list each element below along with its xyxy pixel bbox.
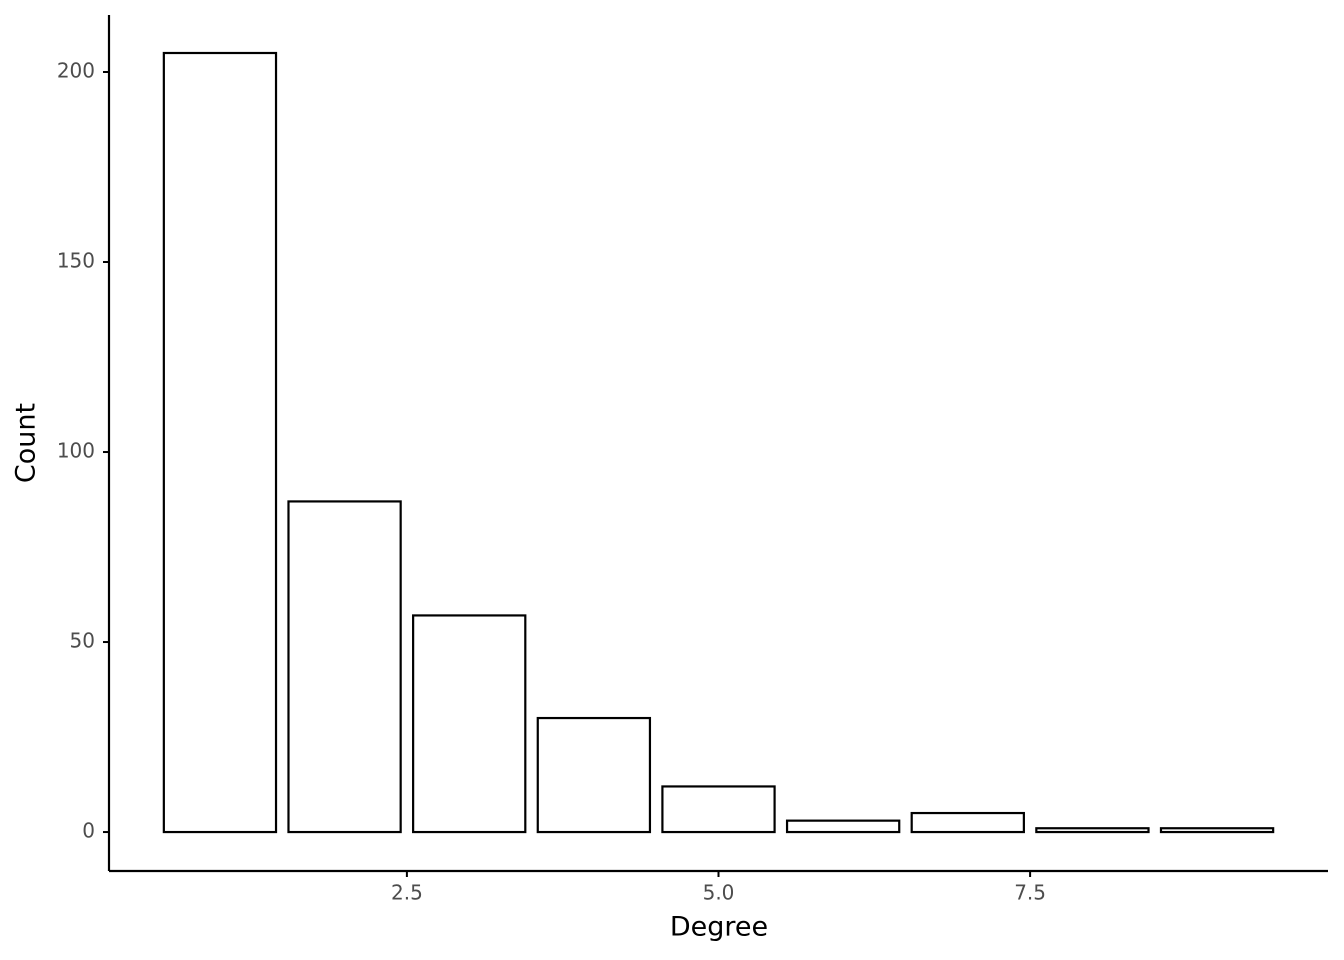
bar [536,716,652,834]
bar [661,785,776,834]
bar [1159,827,1275,834]
x-tick-label: 7.5 [1014,881,1046,905]
y-tick-label: 100 [57,439,95,463]
y-tick-label: 50 [70,629,95,653]
bar [1035,827,1150,834]
x-tick-label: 2.5 [391,881,423,905]
bar [785,819,901,834]
y-tick-label: 0 [82,819,95,843]
bar [162,51,278,834]
y-tick-label: 200 [57,59,95,83]
x-tick-label: 5.0 [703,881,735,905]
y-tick-label: 150 [57,249,95,273]
bar [287,500,402,834]
bar [412,614,527,834]
x-axis-title: Degree [670,912,768,943]
bar [910,811,1025,834]
y-axis-title: Count [11,403,42,483]
